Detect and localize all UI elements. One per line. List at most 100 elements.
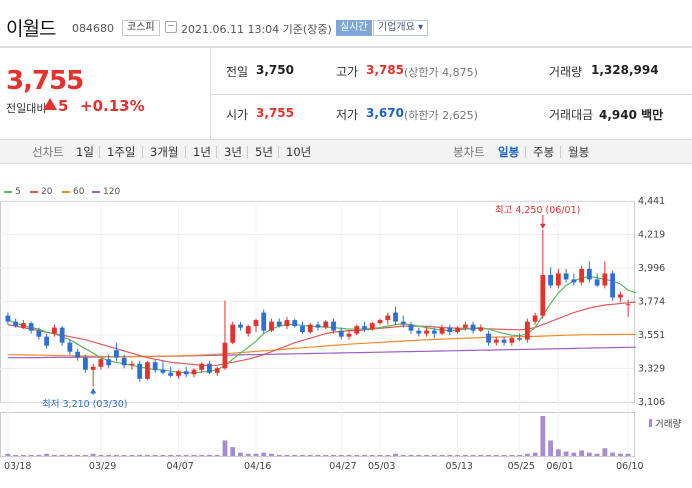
chart-frame [0,201,635,403]
volume-bar [439,454,445,456]
volume-bar [524,453,530,456]
x-tick-label: 03/18 [4,461,31,472]
open-value: 3,755 [256,106,294,120]
volume-bar [276,454,282,456]
change-value: 5 [58,97,69,115]
y-tick-label: 4,441 [638,196,665,207]
candle-body [408,324,414,331]
volume-bar [284,454,290,456]
candle-body [493,339,499,343]
volume-bar [253,453,259,456]
candle-body [517,338,522,340]
y-tick-label: 3,106 [638,397,665,408]
candle-body [524,321,530,340]
tab-1d[interactable]: 1일 [76,145,94,159]
legend-ma20: 20 [30,187,52,197]
candle-body [447,327,453,333]
tab-10y[interactable]: 10년 [286,145,312,159]
x-tick-label: 04/27 [329,461,356,472]
tab-separator [185,146,186,158]
tab-monthly[interactable]: 월봉 [568,145,590,159]
candle-body [478,327,484,331]
volume-bar [98,454,104,456]
stock-name: 이월드 [6,18,56,40]
candle-body [579,268,585,283]
volume-bar [579,450,585,456]
candle-body [276,321,282,327]
volume-bar [307,454,313,456]
candle-body [137,363,143,379]
candle-body [315,324,321,328]
volume-bar [245,453,251,456]
volume-bar [168,454,174,456]
volume-bar [129,454,135,456]
volume-bar [354,454,360,456]
tab-1w[interactable]: 1주일 [107,145,136,159]
volume-bar [625,453,631,456]
x-tick-label: 04/07 [166,461,193,472]
volume-bar [83,454,88,456]
tab-5y[interactable]: 5년 [255,145,273,159]
tab-daily[interactable]: 일봉 [498,145,520,159]
company-info-dropdown[interactable]: 기업개요 ▾ [373,20,428,36]
volume-bar [462,454,468,456]
candle-body [269,321,274,331]
candle-body [602,273,608,286]
candle-body [199,363,205,370]
candle-body [416,330,422,334]
stock-code: 084680 [72,22,114,35]
x-tick-label: 05/03 [368,461,395,472]
candle-body [393,312,398,322]
candle-body [439,327,445,334]
volume-bar [300,454,305,456]
volume-bar [602,448,608,456]
volume-bar [323,454,329,456]
x-tick-label: 05/13 [446,461,473,472]
volume-bar [106,454,112,456]
low-label: 저가 [336,108,359,122]
volume-bar [145,454,150,456]
min-arrow-head [90,388,97,394]
volume-value: 1,328,994 [591,63,659,77]
tab-1y[interactable]: 1년 [193,145,211,159]
volume-bar [540,416,546,456]
change-rate: +0.13% [80,97,145,115]
candle-body [121,357,127,366]
candle-body [222,342,228,369]
candle-body [563,273,569,280]
candle-body [176,371,181,376]
volume-bar [331,454,336,456]
volume-bar [338,454,344,456]
candle-body [83,357,88,370]
candle-body [540,274,546,316]
volume-bar [586,452,592,456]
volume-bar [5,453,11,456]
volume-bar [114,454,119,456]
volume-bar [191,454,197,456]
candle-body [300,326,305,333]
volume-bar [377,454,383,456]
volume-bar [36,454,42,456]
volume-bar [160,454,166,456]
candle-body [284,320,290,327]
tab-weekly[interactable]: 주봉 [533,145,555,159]
amount-value: 4,940 백만 [599,108,664,122]
volume-bar [222,440,228,456]
x-tick-label: 05/25 [508,461,535,472]
candle-body [207,363,212,373]
volume-bar [610,452,616,456]
volume-bar [416,454,422,456]
tab-3y[interactable]: 3년 [224,145,242,159]
low-value: 3,670 [366,106,404,120]
y-tick-label: 3,774 [638,296,665,307]
candle-body [114,350,119,358]
tab-3m[interactable]: 3개월 [150,145,179,159]
candle-body [214,368,220,373]
volume-bar [617,453,623,456]
tab-separator [278,146,279,158]
volume-label: 거래량 [549,65,583,79]
header-divider [0,46,692,48]
candle-body [586,268,592,280]
realtime-button[interactable]: 실시간 [336,20,372,36]
